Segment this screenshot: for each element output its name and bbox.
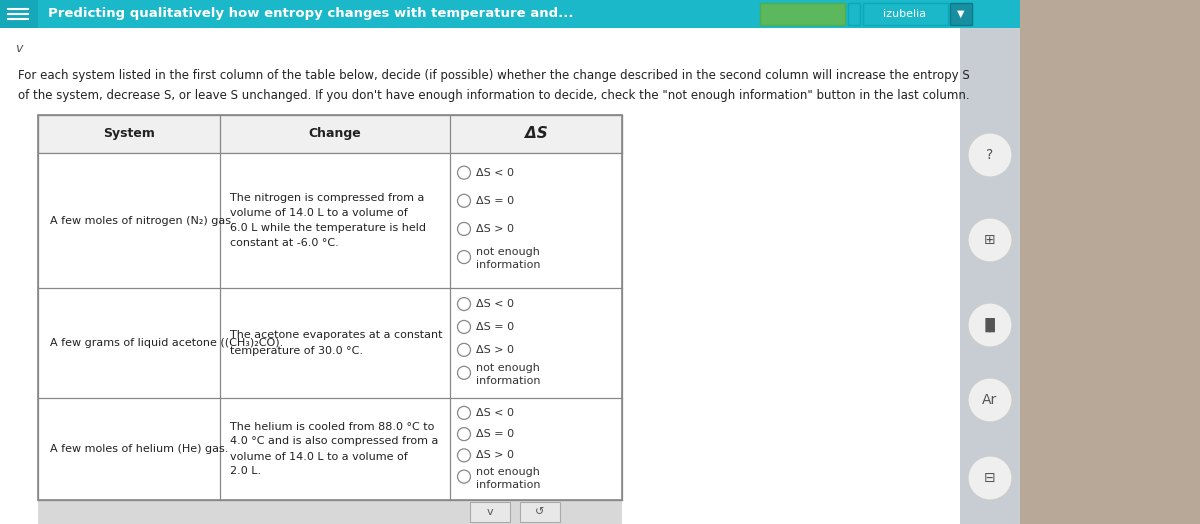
Text: A few moles of helium (He) gas.: A few moles of helium (He) gas. [50, 444, 228, 454]
Text: ΔS = 0: ΔS = 0 [476, 196, 514, 206]
Text: ΔS = 0: ΔS = 0 [476, 322, 514, 332]
Text: ?: ? [986, 148, 994, 162]
Circle shape [457, 407, 470, 419]
Text: The helium is cooled from 88.0 °C to: The helium is cooled from 88.0 °C to [230, 421, 434, 431]
Bar [38, 115, 622, 153]
Circle shape [457, 222, 470, 235]
Bar [950, 3, 972, 25]
Bar [38, 500, 622, 524]
Circle shape [457, 470, 470, 483]
Text: constant at -6.0 °C.: constant at -6.0 °C. [230, 238, 338, 248]
Bar [38, 153, 622, 288]
Bar [1020, 0, 1200, 524]
Circle shape [457, 194, 470, 208]
Circle shape [457, 428, 470, 441]
Text: volume of 14.0 L to a volume of: volume of 14.0 L to a volume of [230, 452, 408, 462]
Text: Change: Change [308, 127, 361, 140]
Text: ΔS = 0: ΔS = 0 [476, 429, 514, 439]
Text: not enough: not enough [476, 467, 540, 477]
Text: ΔS < 0: ΔS < 0 [476, 299, 514, 309]
Circle shape [968, 218, 1012, 262]
Text: For each system listed in the first column of the table below, decide (if possib: For each system listed in the first colu… [18, 69, 970, 82]
Text: not enough: not enough [476, 247, 540, 257]
Text: temperature of 30.0 °C.: temperature of 30.0 °C. [230, 345, 364, 355]
Bar [0, 0, 1200, 28]
Text: ΔS: ΔS [524, 126, 547, 141]
Text: 2.0 L.: 2.0 L. [230, 466, 262, 476]
Circle shape [457, 166, 470, 179]
Circle shape [457, 449, 470, 462]
Text: ↺: ↺ [535, 507, 545, 517]
Text: The acetone evaporates at a constant: The acetone evaporates at a constant [230, 331, 443, 341]
Bar [520, 502, 560, 522]
Text: ΔS < 0: ΔS < 0 [476, 168, 514, 178]
Bar [38, 398, 622, 500]
Circle shape [968, 303, 1012, 347]
Text: A few grams of liquid acetone ((CH₃)₂CO).: A few grams of liquid acetone ((CH₃)₂CO)… [50, 338, 283, 348]
Text: Ar: Ar [983, 393, 997, 407]
Text: 4.0 °C and is also compressed from a: 4.0 °C and is also compressed from a [230, 436, 438, 446]
Text: of the system, decrease S, or leave S unchanged. If you don't have enough inform: of the system, decrease S, or leave S un… [18, 89, 970, 102]
Text: ΔS > 0: ΔS > 0 [476, 450, 514, 461]
Text: ▐▌: ▐▌ [979, 318, 1001, 332]
Bar [0, 28, 38, 68]
Bar [0, 28, 960, 524]
Circle shape [968, 133, 1012, 177]
Text: 6.0 L while the temperature is held: 6.0 L while the temperature is held [230, 223, 426, 233]
Text: izubelia: izubelia [883, 9, 926, 19]
Text: information: information [476, 376, 540, 386]
Circle shape [968, 378, 1012, 422]
Circle shape [457, 321, 470, 333]
Text: System: System [103, 127, 155, 140]
Bar [0, 0, 38, 28]
Bar [38, 288, 622, 398]
Text: information: information [476, 479, 540, 489]
Circle shape [457, 250, 470, 264]
Circle shape [968, 456, 1012, 500]
Bar [848, 3, 860, 25]
Text: A few moles of nitrogen (N₂) gas.: A few moles of nitrogen (N₂) gas. [50, 215, 235, 225]
Bar [470, 502, 510, 522]
Text: ΔS > 0: ΔS > 0 [476, 345, 514, 355]
Text: volume of 14.0 L to a volume of: volume of 14.0 L to a volume of [230, 208, 408, 218]
Text: ⊟: ⊟ [984, 471, 996, 485]
Text: not enough: not enough [476, 363, 540, 373]
Text: Predicting qualitatively how entropy changes with temperature and...: Predicting qualitatively how entropy cha… [48, 7, 574, 20]
Circle shape [457, 343, 470, 356]
Text: ΔS > 0: ΔS > 0 [476, 224, 514, 234]
Text: v: v [16, 41, 23, 54]
Text: ΔS < 0: ΔS < 0 [476, 408, 514, 418]
Circle shape [457, 298, 470, 311]
Text: The nitrogen is compressed from a: The nitrogen is compressed from a [230, 193, 425, 203]
Text: ⊞: ⊞ [984, 233, 996, 247]
Bar [863, 3, 948, 25]
Text: information: information [476, 260, 540, 270]
Bar [960, 28, 1020, 524]
Circle shape [457, 366, 470, 379]
Bar [38, 115, 622, 500]
Bar [760, 3, 845, 25]
Text: v: v [487, 507, 493, 517]
Text: ▼: ▼ [958, 9, 965, 19]
